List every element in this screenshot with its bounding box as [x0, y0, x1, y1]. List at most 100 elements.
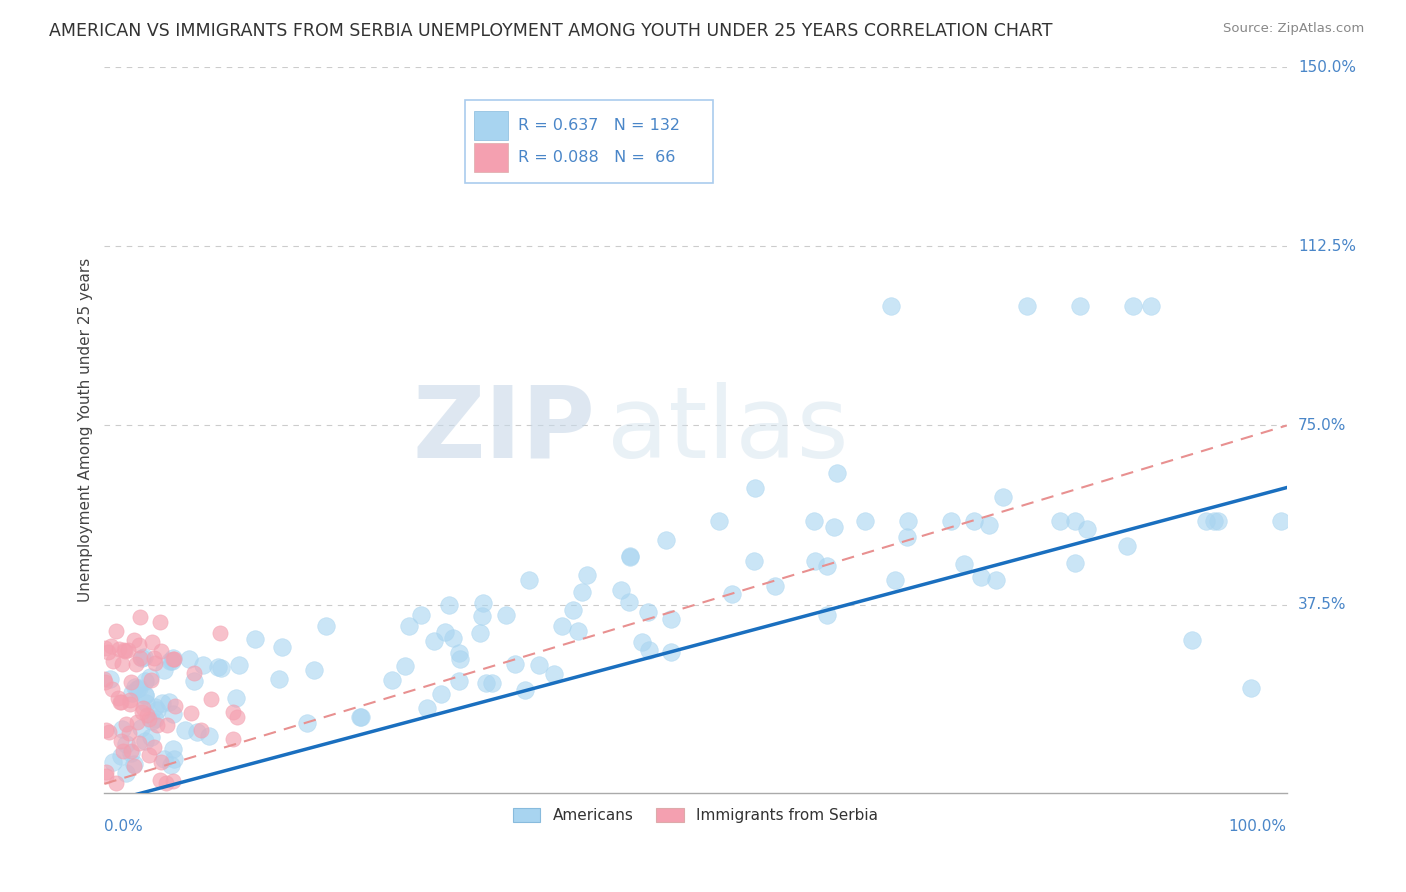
Point	[197, 729, 219, 743]
Point	[120, 675, 142, 690]
Point	[226, 710, 249, 724]
Point	[128, 736, 150, 750]
Point	[139, 673, 162, 688]
Point	[128, 681, 150, 695]
Point	[139, 730, 162, 744]
Point	[437, 598, 460, 612]
Point	[1181, 633, 1204, 648]
Point	[183, 666, 205, 681]
Point	[108, 695, 131, 709]
Point	[1049, 514, 1071, 528]
Text: 37.5%: 37.5%	[1298, 597, 1347, 612]
Bar	[474, 111, 508, 140]
Point	[200, 692, 222, 706]
Point	[208, 626, 231, 640]
Point	[98, 724, 121, 739]
Point	[124, 680, 146, 694]
Point	[315, 619, 337, 633]
Point	[101, 755, 124, 769]
Point	[111, 657, 134, 672]
Point	[155, 775, 177, 789]
Point	[1139, 299, 1161, 313]
Point	[1240, 681, 1263, 696]
Point	[297, 716, 319, 731]
Point	[117, 726, 139, 740]
Bar	[474, 144, 508, 172]
Point	[394, 659, 416, 673]
Point	[1015, 299, 1038, 313]
Y-axis label: Unemployment Among Youth under 25 years: Unemployment Among Youth under 25 years	[79, 258, 93, 602]
Point	[449, 652, 471, 666]
Point	[112, 744, 135, 758]
Point	[471, 609, 494, 624]
Text: R = 0.088   N =  66: R = 0.088 N = 66	[519, 151, 675, 165]
Point	[619, 550, 641, 565]
Point	[517, 573, 540, 587]
Point	[191, 658, 214, 673]
Point	[180, 706, 202, 720]
Text: Source: ZipAtlas.com: Source: ZipAtlas.com	[1223, 22, 1364, 36]
Point	[423, 634, 446, 648]
Point	[143, 651, 166, 665]
Point	[153, 752, 176, 766]
Text: R = 0.637   N = 132: R = 0.637 N = 132	[519, 118, 681, 133]
Point	[190, 723, 212, 738]
Point	[162, 774, 184, 789]
Point	[1206, 514, 1229, 528]
Point	[122, 756, 145, 771]
Point	[183, 673, 205, 688]
Point	[125, 682, 148, 697]
Point	[897, 514, 920, 528]
Point	[122, 759, 145, 773]
Text: 100.0%: 100.0%	[1229, 819, 1286, 834]
Point	[468, 626, 491, 640]
Point	[138, 712, 160, 726]
Point	[567, 624, 589, 638]
Point	[162, 650, 184, 665]
Point	[576, 568, 599, 582]
Point	[100, 640, 122, 654]
Point	[481, 676, 503, 690]
Point	[505, 657, 527, 672]
Point	[551, 619, 574, 633]
Point	[101, 681, 124, 696]
Point	[429, 688, 451, 702]
Point	[120, 692, 142, 706]
Point	[416, 701, 439, 715]
Point	[127, 715, 149, 730]
Point	[114, 716, 136, 731]
Text: atlas: atlas	[607, 382, 848, 479]
Point	[630, 635, 652, 649]
Point	[104, 776, 127, 790]
Point	[134, 733, 156, 747]
Point	[120, 746, 142, 760]
Point	[970, 570, 993, 584]
Point	[655, 533, 678, 547]
Point	[447, 646, 470, 660]
Point	[804, 554, 827, 568]
Point	[117, 643, 139, 657]
Point	[157, 695, 180, 709]
Point	[135, 707, 157, 722]
Point	[411, 608, 433, 623]
Point	[125, 657, 148, 672]
Point	[110, 748, 132, 763]
Point	[619, 549, 641, 564]
Point	[131, 705, 153, 719]
Point	[744, 481, 766, 495]
Point	[163, 652, 186, 666]
Point	[879, 299, 901, 313]
Point	[302, 663, 325, 677]
Point	[128, 638, 150, 652]
Point	[659, 612, 682, 626]
Point	[107, 691, 129, 706]
Point	[120, 744, 142, 758]
Point	[471, 596, 494, 610]
Point	[134, 674, 156, 689]
Point	[143, 700, 166, 714]
Point	[349, 710, 371, 724]
Point	[97, 645, 120, 659]
Point	[141, 635, 163, 649]
Point	[96, 769, 118, 783]
Point	[827, 467, 849, 481]
